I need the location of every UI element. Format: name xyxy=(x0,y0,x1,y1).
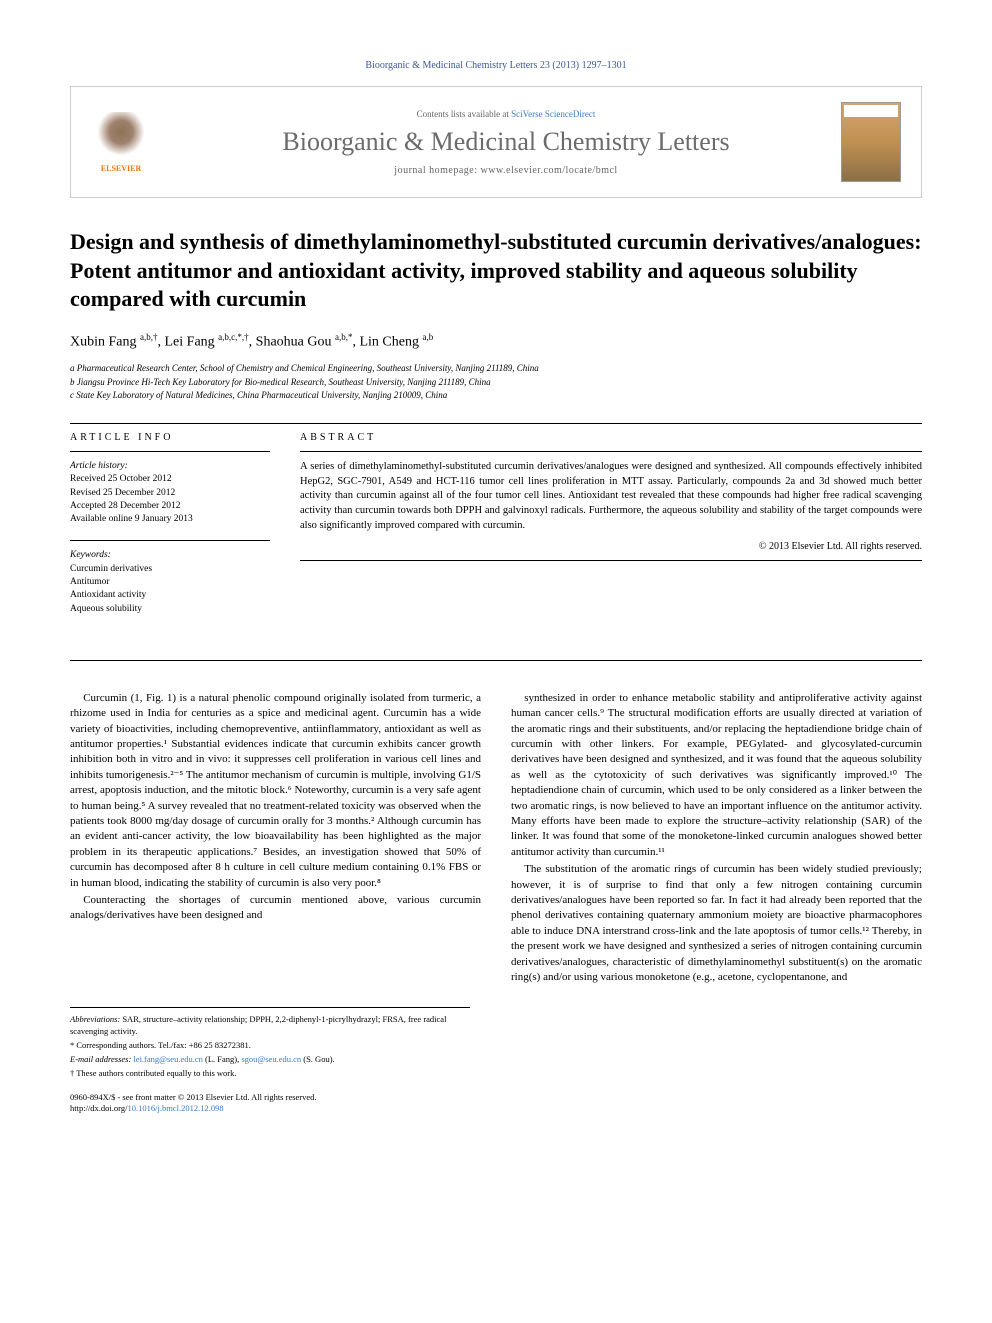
affiliation-a: a Pharmaceutical Research Center, School… xyxy=(70,362,922,376)
keyword: Aqueous solubility xyxy=(70,603,270,616)
affiliation-c: c State Key Laboratory of Natural Medici… xyxy=(70,389,922,403)
abstract-text: A series of dimethylaminomethyl-substitu… xyxy=(300,460,922,533)
doi-line: http://dx.doi.org/10.1016/j.bmcl.2012.12… xyxy=(70,1103,470,1114)
email-line: E-mail addresses: lei.fang@seu.edu.cn (L… xyxy=(70,1054,470,1066)
column-left: Curcumin (1, Fig. 1) is a natural phenol… xyxy=(70,691,481,987)
history-received: Received 25 October 2012 xyxy=(70,473,270,486)
paragraph: synthesized in order to enhance metaboli… xyxy=(511,691,922,860)
divider xyxy=(300,451,922,452)
header-center: Contents lists available at SciVerse Sci… xyxy=(171,109,841,176)
keyword: Antitumor xyxy=(70,576,270,589)
doi-prefix: http://dx.doi.org/ xyxy=(70,1103,127,1113)
column-right: synthesized in order to enhance metaboli… xyxy=(511,691,922,987)
divider xyxy=(70,660,922,661)
contents-line: Contents lists available at SciVerse Sci… xyxy=(171,109,841,119)
email-who-1: (L. Fang), xyxy=(203,1054,241,1064)
abbrev-label: Abbreviations: xyxy=(70,1014,120,1024)
footnotes: Abbreviations: SAR, structure–activity r… xyxy=(70,1007,470,1114)
elsevier-logo: ELSEVIER xyxy=(91,107,151,177)
abbrev-text: SAR, structure–activity relationship; DP… xyxy=(70,1014,446,1036)
equal-contribution: † These authors contributed equally to t… xyxy=(70,1068,470,1080)
homepage-prefix: journal homepage: xyxy=(394,165,480,176)
divider xyxy=(300,560,922,561)
elsevier-tree-icon xyxy=(96,112,146,162)
article-info: ARTICLE INFO Article history: Received 2… xyxy=(70,432,270,630)
authors-line: Xubin Fang a,b,†, Lei Fang a,b,c,*,†, Sh… xyxy=(70,332,922,351)
paragraph: Counteracting the shortages of curcumin … xyxy=(70,893,481,924)
history-online: Available online 9 January 2013 xyxy=(70,513,270,526)
history-label: Article history: xyxy=(70,460,270,473)
paragraph: The substitution of the aromatic rings o… xyxy=(511,862,922,985)
front-matter: 0960-894X/$ - see front matter © 2013 El… xyxy=(70,1092,470,1103)
divider xyxy=(70,540,270,541)
keyword: Curcumin derivatives xyxy=(70,563,270,576)
history-revised: Revised 25 December 2012 xyxy=(70,487,270,500)
email-label: E-mail addresses: xyxy=(70,1054,133,1064)
contents-prefix: Contents lists available at xyxy=(417,109,511,119)
journal-reference: Bioorganic & Medicinal Chemistry Letters… xyxy=(70,60,922,71)
corresponding-author: * Corresponding authors. Tel./fax: +86 2… xyxy=(70,1040,470,1052)
journal-name: Bioorganic & Medicinal Chemistry Letters xyxy=(171,127,841,157)
abstract-heading: ABSTRACT xyxy=(300,432,922,443)
affiliations: a Pharmaceutical Research Center, School… xyxy=(70,362,922,403)
article-title: Design and synthesis of dimethylaminomet… xyxy=(70,228,922,314)
email-link-1[interactable]: lei.fang@seu.edu.cn xyxy=(133,1054,202,1064)
doi-link[interactable]: 10.1016/j.bmcl.2012.12.098 xyxy=(127,1103,223,1113)
keywords-block: Keywords: Curcumin derivatives Antitumor… xyxy=(70,549,270,615)
abbreviations: Abbreviations: SAR, structure–activity r… xyxy=(70,1014,470,1038)
keywords-label: Keywords: xyxy=(70,549,270,562)
affiliation-b: b Jiangsu Province Hi-Tech Key Laborator… xyxy=(70,376,922,390)
article-history: Article history: Received 25 October 201… xyxy=(70,460,270,526)
abstract-section: ABSTRACT A series of dimethylaminomethyl… xyxy=(300,432,922,630)
divider xyxy=(70,451,270,452)
paragraph: Curcumin (1, Fig. 1) is a natural phenol… xyxy=(70,691,481,891)
page-container: Bioorganic & Medicinal Chemistry Letters… xyxy=(0,0,992,1154)
sciencedirect-link[interactable]: SciVerse ScienceDirect xyxy=(511,109,595,119)
email-link-2[interactable]: sgou@seu.edu.cn xyxy=(241,1054,301,1064)
info-abstract-row: ARTICLE INFO Article history: Received 2… xyxy=(70,432,922,630)
journal-header: ELSEVIER Contents lists available at Sci… xyxy=(70,86,922,198)
divider xyxy=(70,423,922,424)
history-accepted: Accepted 28 December 2012 xyxy=(70,500,270,513)
journal-cover-thumbnail xyxy=(841,102,901,182)
doi-block: 0960-894X/$ - see front matter © 2013 El… xyxy=(70,1092,470,1114)
homepage-url: www.elsevier.com/locate/bmcl xyxy=(481,165,618,176)
copyright: © 2013 Elsevier Ltd. All rights reserved… xyxy=(300,541,922,552)
elsevier-label: ELSEVIER xyxy=(101,164,141,173)
email-who-2: (S. Gou). xyxy=(301,1054,335,1064)
journal-homepage: journal homepage: www.elsevier.com/locat… xyxy=(171,165,841,176)
keyword: Antioxidant activity xyxy=(70,589,270,602)
body-columns: Curcumin (1, Fig. 1) is a natural phenol… xyxy=(70,691,922,987)
info-heading: ARTICLE INFO xyxy=(70,432,270,443)
